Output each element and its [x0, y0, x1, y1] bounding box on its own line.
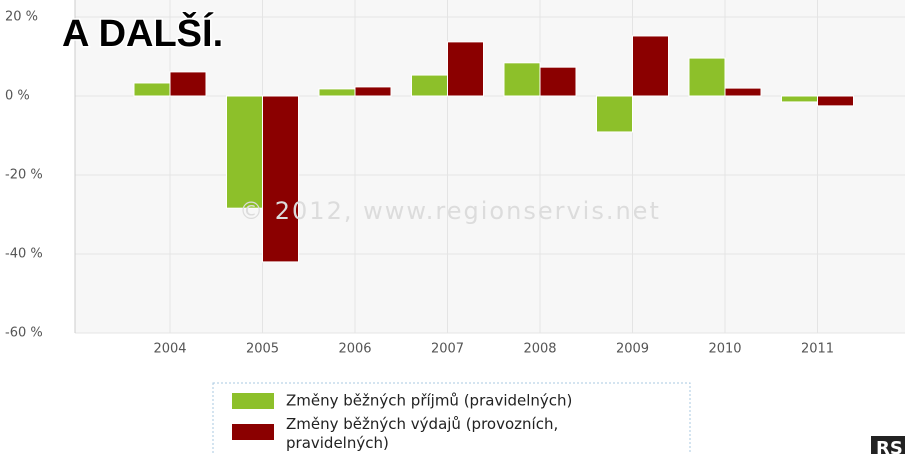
- y-tick-label: -40 %: [5, 247, 43, 262]
- bar: [596, 95, 633, 133]
- bar: [411, 74, 448, 97]
- x-tick-label: 2005: [246, 342, 279, 357]
- x-tick-label: 2006: [338, 342, 371, 357]
- bars: [133, 35, 854, 263]
- x-tick-label: 2009: [616, 342, 649, 357]
- y-tick-label: -20 %: [5, 168, 43, 183]
- y-tick-label: 0 %: [5, 89, 30, 104]
- bar: [318, 88, 356, 97]
- bar: [447, 41, 484, 97]
- legend-swatch: [232, 424, 274, 440]
- y-tick-label: -60 %: [5, 326, 43, 341]
- logo: RS: [876, 438, 903, 454]
- plot-area: [75, 0, 905, 333]
- x-tick-label: 2007: [431, 342, 464, 357]
- bar: [688, 57, 726, 97]
- legend-label: Změny běžných příjmů (pravidelných): [286, 392, 572, 410]
- bar: [169, 71, 207, 97]
- bar: [354, 86, 392, 97]
- bar: [262, 95, 299, 263]
- x-tick-label: 2011: [801, 342, 834, 357]
- legend-swatch: [232, 393, 274, 409]
- bar: [133, 82, 171, 97]
- x-tick-label: 2008: [523, 342, 556, 357]
- overlay-title: A DALŠÍ.: [62, 10, 223, 55]
- legend-label: Změny běžných výdajů (provozních, pravide…: [286, 415, 558, 452]
- legend: [212, 382, 691, 454]
- x-tick-label: 2004: [153, 342, 186, 357]
- bar: [539, 66, 577, 97]
- y-tick-label: 20 %: [5, 10, 38, 25]
- bar: [226, 95, 263, 209]
- bar: [503, 62, 541, 97]
- bar: [632, 35, 669, 97]
- bar: [781, 95, 818, 103]
- logo-box: [871, 436, 905, 454]
- watermark: © 2012, www.regionservis.net: [239, 197, 661, 225]
- bar: [817, 95, 854, 107]
- bar: [724, 87, 762, 97]
- x-tick-label: 2010: [708, 342, 741, 357]
